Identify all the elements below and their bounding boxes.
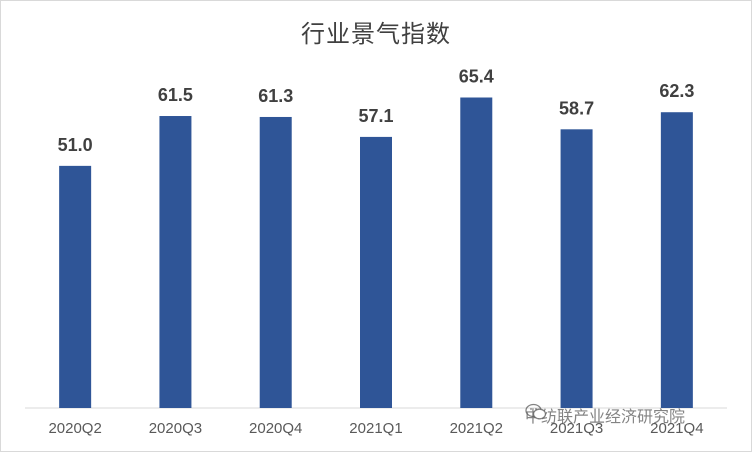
bar-2021Q2 — [460, 97, 493, 408]
bar-2020Q4 — [259, 116, 292, 408]
x-tick-2020Q2: 2020Q2 — [48, 420, 101, 437]
data-label-2021Q1: 57.1 — [358, 106, 393, 126]
watermark: 中纺联产业经济研究院 — [525, 403, 685, 427]
chart-title: 行业景气指数 — [301, 20, 451, 48]
bar-2020Q3 — [159, 116, 192, 408]
data-label-2021Q2: 65.4 — [459, 67, 494, 87]
x-tick-2020Q3: 2020Q3 — [149, 420, 202, 437]
data-label-2021Q3: 58.7 — [559, 98, 594, 118]
x-tick-2020Q4: 2020Q4 — [249, 420, 302, 437]
watermark-text: 中纺联产业经济研究院 — [525, 407, 686, 426]
data-label-2020Q4: 61.3 — [258, 86, 293, 106]
bar-2021Q3 — [560, 129, 593, 408]
x-tick-2021Q4: 2021Q4 — [650, 420, 703, 437]
bar-2020Q2 — [59, 165, 92, 408]
wechat-icon — [525, 403, 547, 420]
data-label-2020Q2: 51.0 — [58, 135, 93, 155]
data-label-2020Q3: 61.5 — [158, 85, 193, 105]
bar-2021Q1 — [360, 136, 392, 409]
x-tick-2021Q2: 2021Q2 — [450, 420, 503, 437]
bar-2021Q4 — [660, 112, 693, 408]
x-tick-2021Q1: 2021Q1 — [349, 420, 402, 437]
data-label-2021Q4: 62.3 — [659, 81, 694, 101]
x-tick-2021Q3: 2021Q3 — [550, 420, 603, 437]
